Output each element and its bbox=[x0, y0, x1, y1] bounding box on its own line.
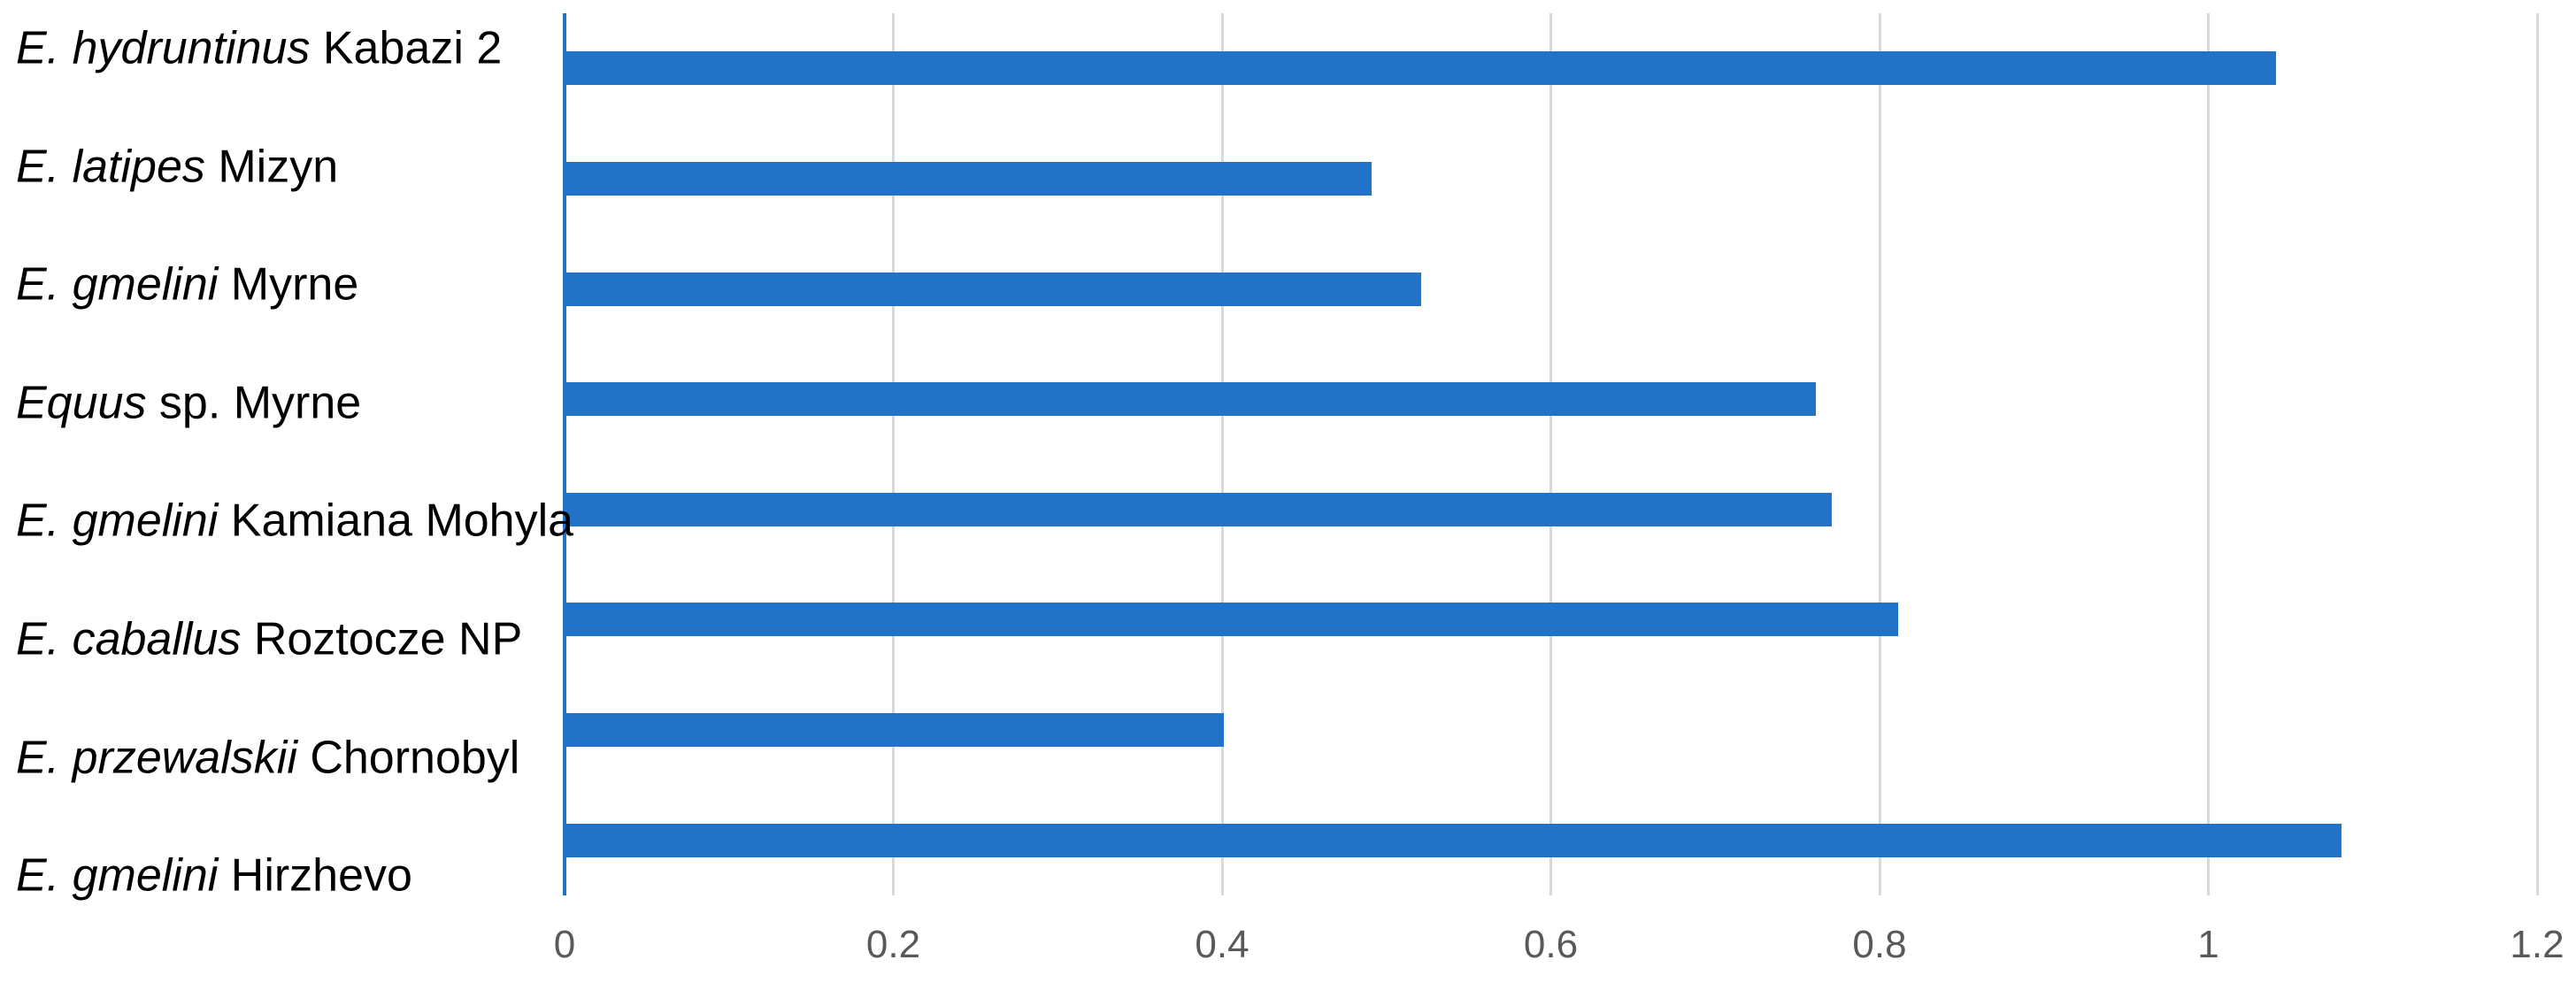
category-label: E. gmelini Hirzhevo bbox=[16, 849, 412, 902]
species-name-italic: E. latipes bbox=[16, 141, 205, 192]
y-axis-line bbox=[563, 13, 566, 895]
bar bbox=[566, 161, 1373, 196]
bar bbox=[566, 823, 2342, 857]
gridline bbox=[1549, 13, 1552, 895]
species-name-italic: E. gmelini bbox=[16, 849, 219, 902]
x-tick-label: 1 bbox=[2197, 923, 2219, 966]
bar bbox=[566, 492, 1833, 526]
category-label: Equus sp. Myrne bbox=[16, 377, 362, 429]
bar bbox=[566, 51, 2276, 86]
x-tick-label: 1.2 bbox=[2510, 923, 2564, 966]
bar bbox=[566, 272, 1421, 306]
bar bbox=[566, 382, 1816, 417]
gridline bbox=[892, 13, 895, 895]
category-label: E. gmelini Myrne bbox=[16, 258, 359, 311]
x-tick-label: 0.6 bbox=[1523, 923, 1579, 966]
species-name-italic: Equus bbox=[16, 377, 147, 429]
bar bbox=[566, 713, 1224, 748]
species-name-italic: E. hydruntinus bbox=[16, 22, 311, 74]
species-name-italic: E. gmelini bbox=[16, 495, 219, 547]
species-name-italic: E. gmelini bbox=[16, 258, 219, 311]
gridline bbox=[1220, 13, 1224, 895]
category-label: E. przewalskii Chornobyl bbox=[16, 732, 520, 783]
category-label: E. caballus Roztocze NP bbox=[16, 613, 523, 665]
category-label: E. gmelini Kamiana Mohyla bbox=[16, 495, 574, 547]
gridline bbox=[2535, 13, 2539, 895]
gridline bbox=[1878, 13, 1881, 895]
bar bbox=[566, 603, 1898, 637]
category-label: E. hydruntinus Kabazi 2 bbox=[16, 22, 503, 74]
x-tick-label: 0.2 bbox=[865, 923, 921, 966]
x-tick-label: 0.8 bbox=[1852, 923, 1907, 966]
x-tick-label: 0.4 bbox=[1195, 923, 1250, 966]
gridline bbox=[2207, 13, 2210, 895]
x-tick-label: 0 bbox=[553, 923, 576, 966]
category-label: E. latipes Mizyn bbox=[16, 141, 339, 192]
species-name-italic: E. caballus bbox=[16, 613, 242, 665]
species-name-italic: E. przewalskii bbox=[16, 732, 297, 783]
